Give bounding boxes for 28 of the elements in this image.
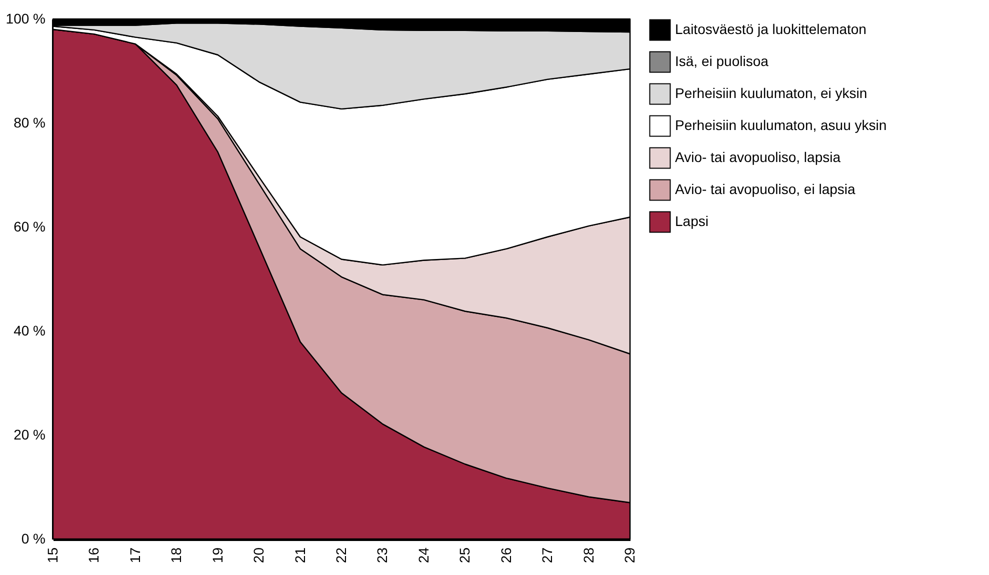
x-tick-label: 22: [333, 547, 349, 564]
x-tick-label: 20: [250, 547, 267, 564]
y-tick-label: 60 %: [14, 218, 46, 234]
y-tick-label: 80 %: [14, 114, 46, 130]
y-tick-label: 0 %: [21, 530, 46, 546]
x-tick-label: 16: [86, 547, 102, 564]
x-tick-label: 23: [374, 547, 390, 564]
y-tick-label: 20 %: [14, 426, 46, 442]
x-tick-label: 29: [622, 547, 638, 564]
legend-label: Avio- tai avopuoliso, lapsia: [675, 149, 841, 165]
x-tick-label: 24: [415, 547, 432, 564]
legend-label: Isä, ei puolisoa: [675, 53, 769, 69]
y-tick-label: 100 %: [6, 10, 46, 26]
x-tick-label: 18: [168, 547, 184, 564]
x-tick-label: 26: [498, 547, 514, 564]
x-tick-label: 27: [539, 547, 556, 564]
legend-label: Perheisiin kuulumaton, asuu yksin: [675, 117, 887, 133]
legend-label: Lapsi: [675, 213, 708, 229]
x-tick-label: 21: [292, 547, 308, 564]
x-tick-label: 25: [456, 547, 473, 564]
x-tick-label: 17: [126, 547, 143, 564]
x-tick-label: 15: [44, 547, 60, 564]
legend-label: Avio- tai avopuoliso, ei lapsia: [675, 181, 856, 197]
legend-label: Laitosväestö ja luokittelematon: [675, 21, 866, 37]
x-tick-label: 28: [580, 547, 596, 564]
y-tick-label: 40 %: [14, 322, 46, 338]
legend-label: Perheisiin kuulumaton, ei yksin: [675, 85, 868, 101]
x-tick-label: 19: [209, 547, 226, 564]
